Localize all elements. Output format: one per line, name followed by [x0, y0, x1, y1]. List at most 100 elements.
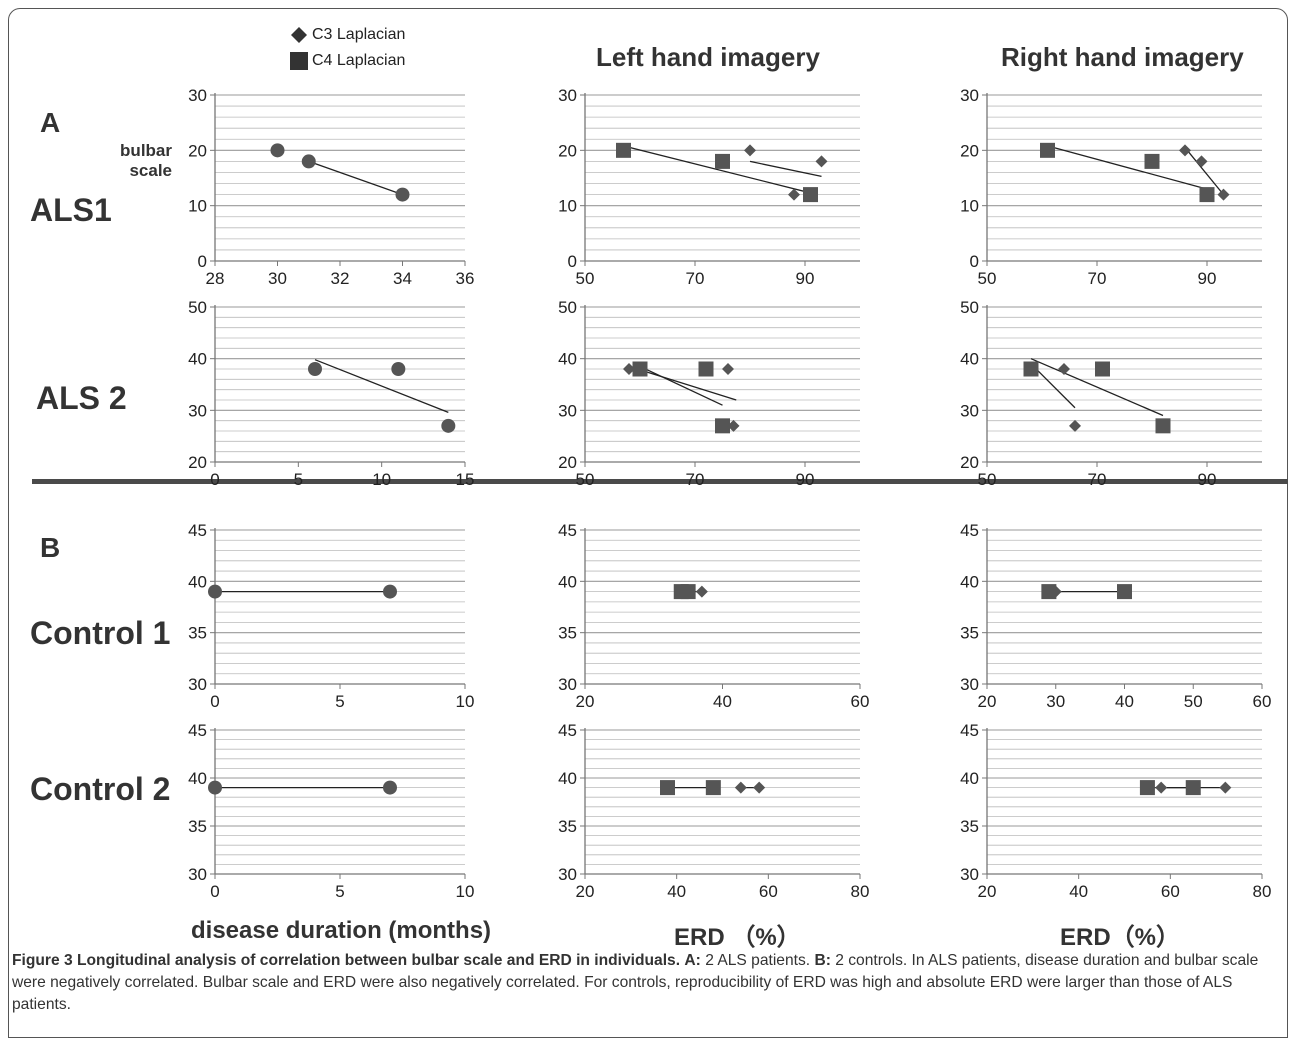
data-point-circle: [391, 362, 406, 376]
y-tick-label: 30: [558, 865, 577, 884]
x-tick-label: 20: [576, 692, 595, 711]
y-tick-label: 50: [558, 298, 577, 317]
trend-line: [1030, 358, 1164, 417]
y-tick-label: 35: [960, 817, 979, 836]
y-tick-label: 30: [188, 401, 207, 420]
x-axis-label-duration: disease duration (months): [191, 917, 492, 944]
x-tick-label: 0: [210, 692, 219, 711]
y-tick-label: 20: [188, 141, 207, 160]
x-tick-label: 30: [1046, 692, 1065, 711]
y-tick-label: 45: [558, 521, 577, 540]
y-tick-label: 35: [188, 817, 207, 836]
x-tick-label: 15: [456, 470, 475, 489]
legend-item-c3: C3 Laplacian: [288, 22, 405, 48]
data-point-square: [616, 142, 631, 158]
x-tick-label: 70: [686, 269, 705, 288]
y-tick-label: 0: [568, 252, 577, 271]
y-tick-label: 30: [558, 86, 577, 105]
caption-a-text: 2 ALS patients.: [700, 952, 815, 969]
trend-line: [749, 160, 822, 177]
legend: C3 Laplacian C4 Laplacian: [288, 22, 405, 74]
x-tick-label: 20: [978, 882, 997, 901]
x-tick-label: 0: [210, 470, 219, 489]
data-point-square: [803, 187, 818, 203]
y-tick-label: 10: [960, 197, 979, 216]
y-tick-label: 35: [188, 624, 207, 643]
y-tick-label: 40: [960, 769, 979, 788]
y-tick-label: 45: [558, 721, 577, 740]
data-point-circle: [208, 584, 222, 599]
x-tick-label: 34: [393, 269, 412, 288]
x-tick-label: 10: [456, 882, 475, 901]
data-point-circle: [383, 584, 397, 599]
y-tick-label: 30: [960, 86, 979, 105]
data-point-square: [660, 780, 675, 796]
caption-a-label: A:: [684, 952, 701, 969]
chart-als2-left: 20 30 40 50 50 70 90: [558, 298, 860, 489]
figure-frame: [8, 8, 1288, 1038]
y-tick-label: 40: [558, 350, 577, 369]
x-tick-label: 5: [294, 470, 303, 489]
y-tick-label: 20: [188, 453, 207, 472]
x-tick-label: 50: [978, 470, 997, 489]
chart-als1-left: 0 10 20 30 50 70 90: [558, 86, 860, 288]
x-tick-label: 36: [456, 269, 475, 288]
data-point-square: [632, 361, 648, 377]
data-point-square: [1185, 780, 1201, 796]
y-tick-label: 20: [960, 453, 979, 472]
y-tick-label: 40: [558, 769, 577, 788]
data-point-square: [680, 584, 696, 600]
y-tick-label: 30: [188, 675, 207, 694]
data-point-square: [1199, 187, 1215, 203]
data-point-diamond: [623, 363, 635, 375]
data-point-square: [1139, 780, 1155, 796]
x-tick-label: 70: [1088, 269, 1107, 288]
section-divider: [32, 479, 1288, 484]
data-point-diamond: [695, 585, 708, 598]
y-tick-label: 30: [960, 865, 979, 884]
data-point-diamond: [1155, 781, 1168, 794]
x-tick-label: 40: [1069, 882, 1088, 901]
x-tick-label: 70: [686, 470, 705, 489]
y-tick-label: 20: [558, 141, 577, 160]
caption-b-text: 2 controls. In ALS patients, disease dur…: [12, 952, 1259, 1013]
data-point-diamond: [727, 419, 740, 432]
data-point-diamond: [1058, 363, 1070, 375]
x-tick-label: 30: [268, 269, 287, 288]
y-tick-label: 30: [188, 865, 207, 884]
x-tick-label: 10: [372, 470, 391, 489]
data-point-square: [698, 361, 714, 377]
y-tick-label: 10: [558, 197, 577, 216]
x-tick-label: 50: [576, 470, 595, 489]
data-point-circle: [270, 143, 285, 158]
y-tick-label: 30: [558, 401, 577, 420]
data-point-diamond: [753, 781, 766, 794]
column-title-left: Left hand imagery: [596, 42, 820, 72]
y-tick-label: 45: [188, 721, 207, 740]
x-tick-label: 20: [576, 882, 595, 901]
trend-line: [308, 160, 403, 196]
data-point-diamond: [734, 781, 747, 794]
y-tick-label: 45: [188, 521, 207, 540]
section-label-b: B: [40, 532, 61, 563]
x-tick-label: 0: [210, 882, 219, 901]
data-point-diamond: [815, 155, 828, 168]
x-tick-label: 50: [576, 269, 595, 288]
y-tick-label: 20: [960, 141, 979, 160]
square-marker-icon: [288, 50, 310, 72]
data-point-square: [715, 418, 730, 434]
chart-control1-duration: 30 35 40 45 0 5 10: [188, 521, 474, 711]
y-tick-label: 35: [558, 817, 577, 836]
data-point-circle: [308, 362, 322, 376]
trend-line: [1047, 145, 1208, 190]
y-tick-label: 45: [960, 521, 979, 540]
caption-title: Figure 3 Longitudinal analysis of correl…: [12, 952, 681, 969]
trend-line: [1184, 147, 1225, 196]
legend-label-c4: C4 Laplacian: [312, 52, 406, 69]
data-point-diamond: [744, 144, 756, 157]
y-tick-label: 30: [558, 675, 577, 694]
y-tick-label: 50: [188, 298, 207, 317]
data-point-square: [1040, 142, 1055, 158]
x-tick-label: 80: [851, 882, 870, 901]
row-label-als2: ALS 2: [36, 380, 127, 416]
